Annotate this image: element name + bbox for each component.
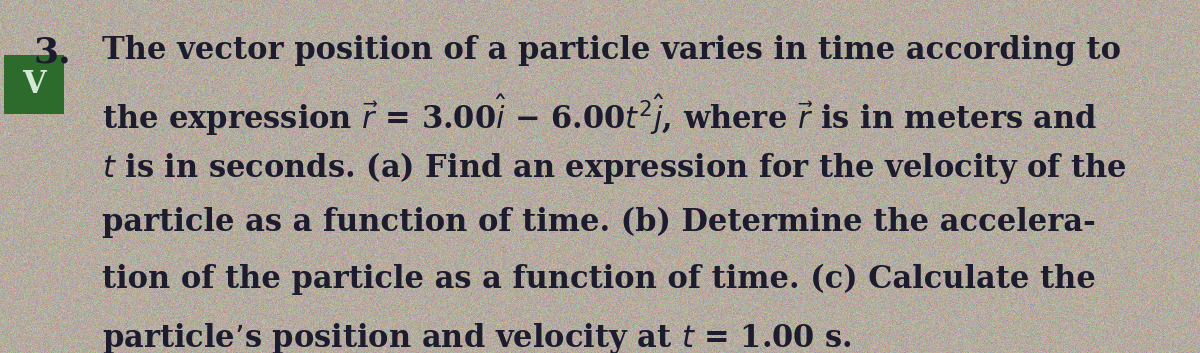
Text: 3.: 3.: [34, 35, 71, 69]
Text: tion of the particle as a function of time. (c) Calculate the: tion of the particle as a function of ti…: [102, 264, 1096, 295]
FancyBboxPatch shape: [4, 55, 64, 114]
Text: the expression $\vec{r}$ = 3.00$\hat{i}$ − 6.00$t^2$$\hat{j}$, where $\vec{r}$ i: the expression $\vec{r}$ = 3.00$\hat{i}$…: [102, 92, 1098, 138]
Text: particle’s position and velocity at $t$ = 1.00 s.: particle’s position and velocity at $t$ …: [102, 321, 852, 353]
Text: The vector position of a particle varies in time according to: The vector position of a particle varies…: [102, 35, 1121, 66]
Text: V: V: [22, 69, 46, 100]
Text: $t$ is in seconds. (a) Find an expression for the velocity of the: $t$ is in seconds. (a) Find an expressio…: [102, 150, 1127, 186]
Text: particle as a function of time. (b) Determine the accelera-: particle as a function of time. (b) Dete…: [102, 207, 1096, 238]
